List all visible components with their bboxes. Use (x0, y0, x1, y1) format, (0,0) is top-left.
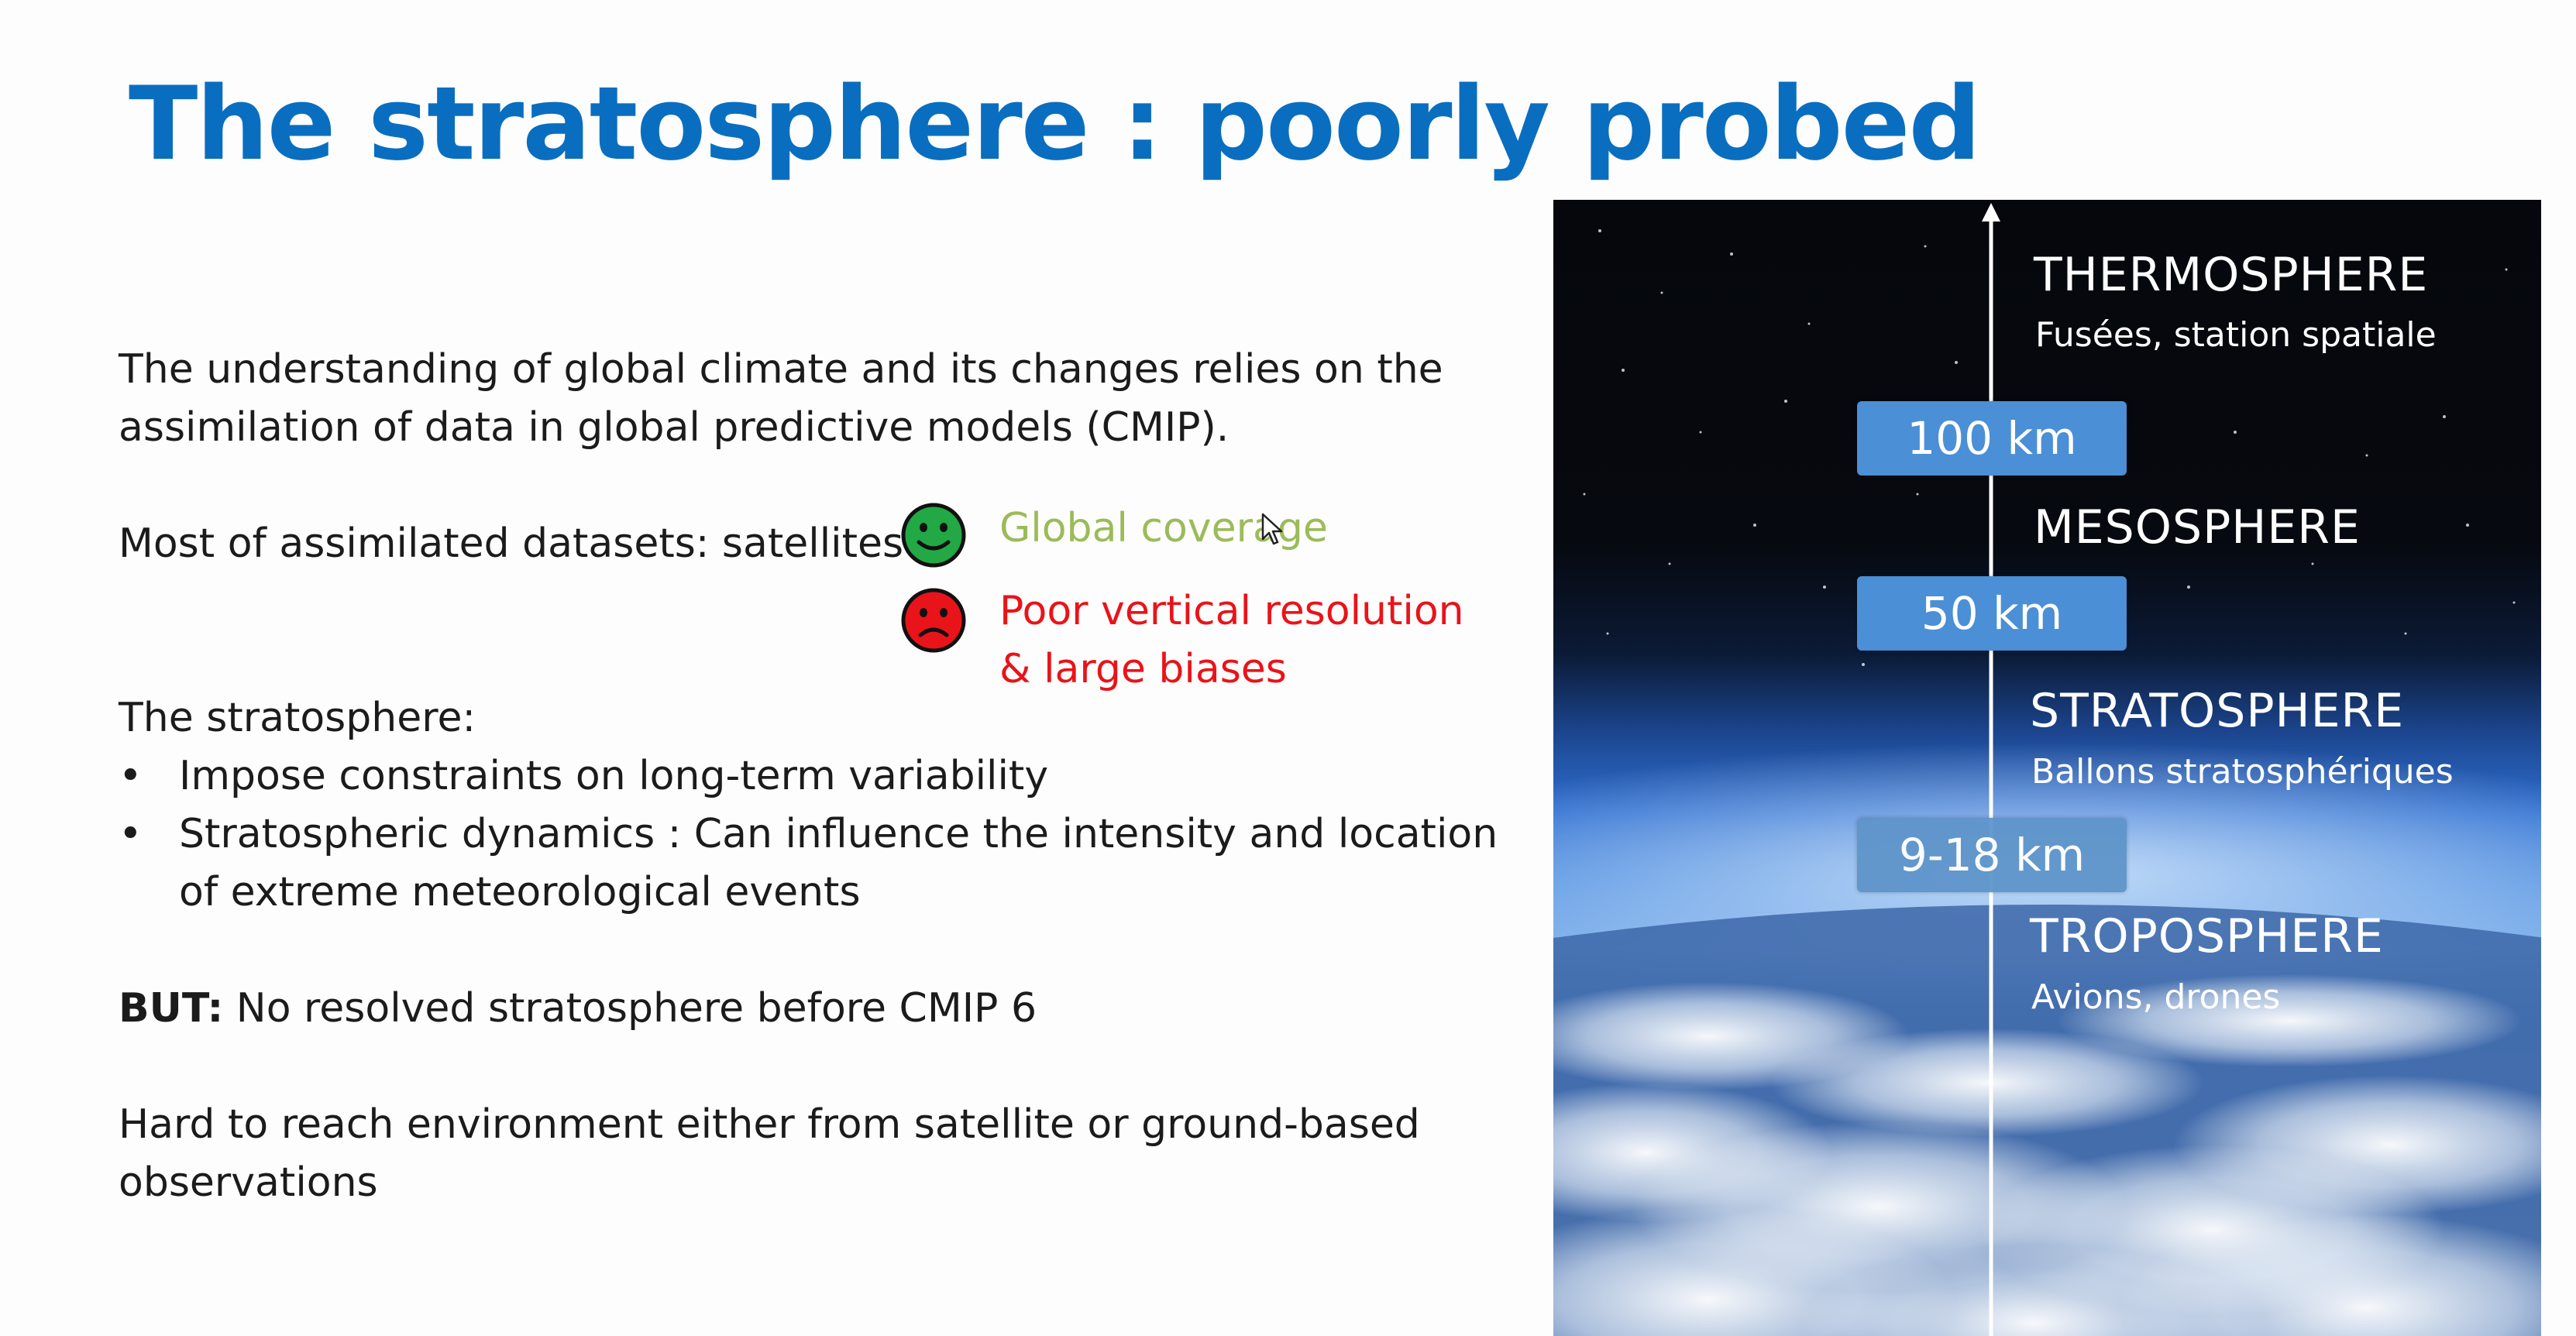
bullet-text-continued: of extreme meteorological events (179, 869, 861, 915)
bullet-dot: • (119, 753, 143, 799)
thermosphere-label: THERMOSPHERE (2034, 248, 2429, 302)
poor-resolution-line-2: & large biases (999, 646, 1287, 692)
stratosphere-heading: The stratosphere: (119, 695, 476, 741)
stratosphere-bullet-list: • Impose constraints on long-term variab… (119, 747, 1498, 922)
but-label: BUT: (119, 985, 224, 1032)
smiley-face-icon (900, 502, 967, 568)
but-statement: BUT: No resolved stratosphere before CMI… (119, 980, 1037, 1038)
hard-line-1: Hard to reach environment either from sa… (119, 1101, 1420, 1148)
intro-paragraph: The understanding of global climate and … (119, 341, 1443, 457)
bullet-dot: • (119, 811, 143, 857)
hard-to-reach-paragraph: Hard to reach environment either from sa… (119, 1096, 1420, 1212)
datasets-label: Most of assimilated datasets: satellites (119, 520, 904, 567)
list-item: • Impose constraints on long-term variab… (119, 747, 1498, 805)
list-item: • Stratospheric dynamics : Can influence… (119, 805, 1498, 922)
mesosphere-label: MESOSPHERE (2034, 500, 2361, 555)
stratosphere-label: STRATOSPHERE (2030, 684, 2405, 738)
altitude-badge-9-18km: 9-18 km (1857, 818, 2127, 892)
altitude-badge-50km: 50 km (1857, 576, 2127, 651)
bullet-text: Stratospheric dynamics : Can influence t… (179, 811, 1498, 857)
thermosphere-sub-label: Fusées, station spatiale (2035, 315, 2437, 355)
but-text: No resolved stratosphere before CMIP 6 (223, 985, 1037, 1032)
mouse-cursor-icon (1261, 513, 1285, 545)
poor-resolution-note: Poor vertical resolution & large biases (999, 582, 1464, 699)
stratosphere-sub-label: Ballons stratosphériques (2031, 752, 2454, 792)
hard-line-2: observations (119, 1159, 378, 1206)
poor-resolution-line-1: Poor vertical resolution (999, 588, 1464, 634)
sad-face-icon (900, 587, 967, 654)
bullet-text: Impose constraints on long-term variabil… (179, 753, 1049, 799)
atmosphere-background (1553, 200, 2541, 1336)
altitude-badge-100km: 100 km (1857, 401, 2127, 476)
troposphere-sub-label: Avions, drones (2031, 977, 2281, 1017)
atmosphere-layers-figure: THERMOSPHERE Fusées, station spatiale 10… (1553, 200, 2541, 1336)
slide-title: The stratosphere : poorly probed (129, 64, 1981, 183)
intro-line-1: The understanding of global climate and … (119, 346, 1443, 393)
intro-line-2: assimilation of data in global predictiv… (119, 404, 1230, 451)
troposphere-label: TROPOSPHERE (2030, 909, 2384, 963)
